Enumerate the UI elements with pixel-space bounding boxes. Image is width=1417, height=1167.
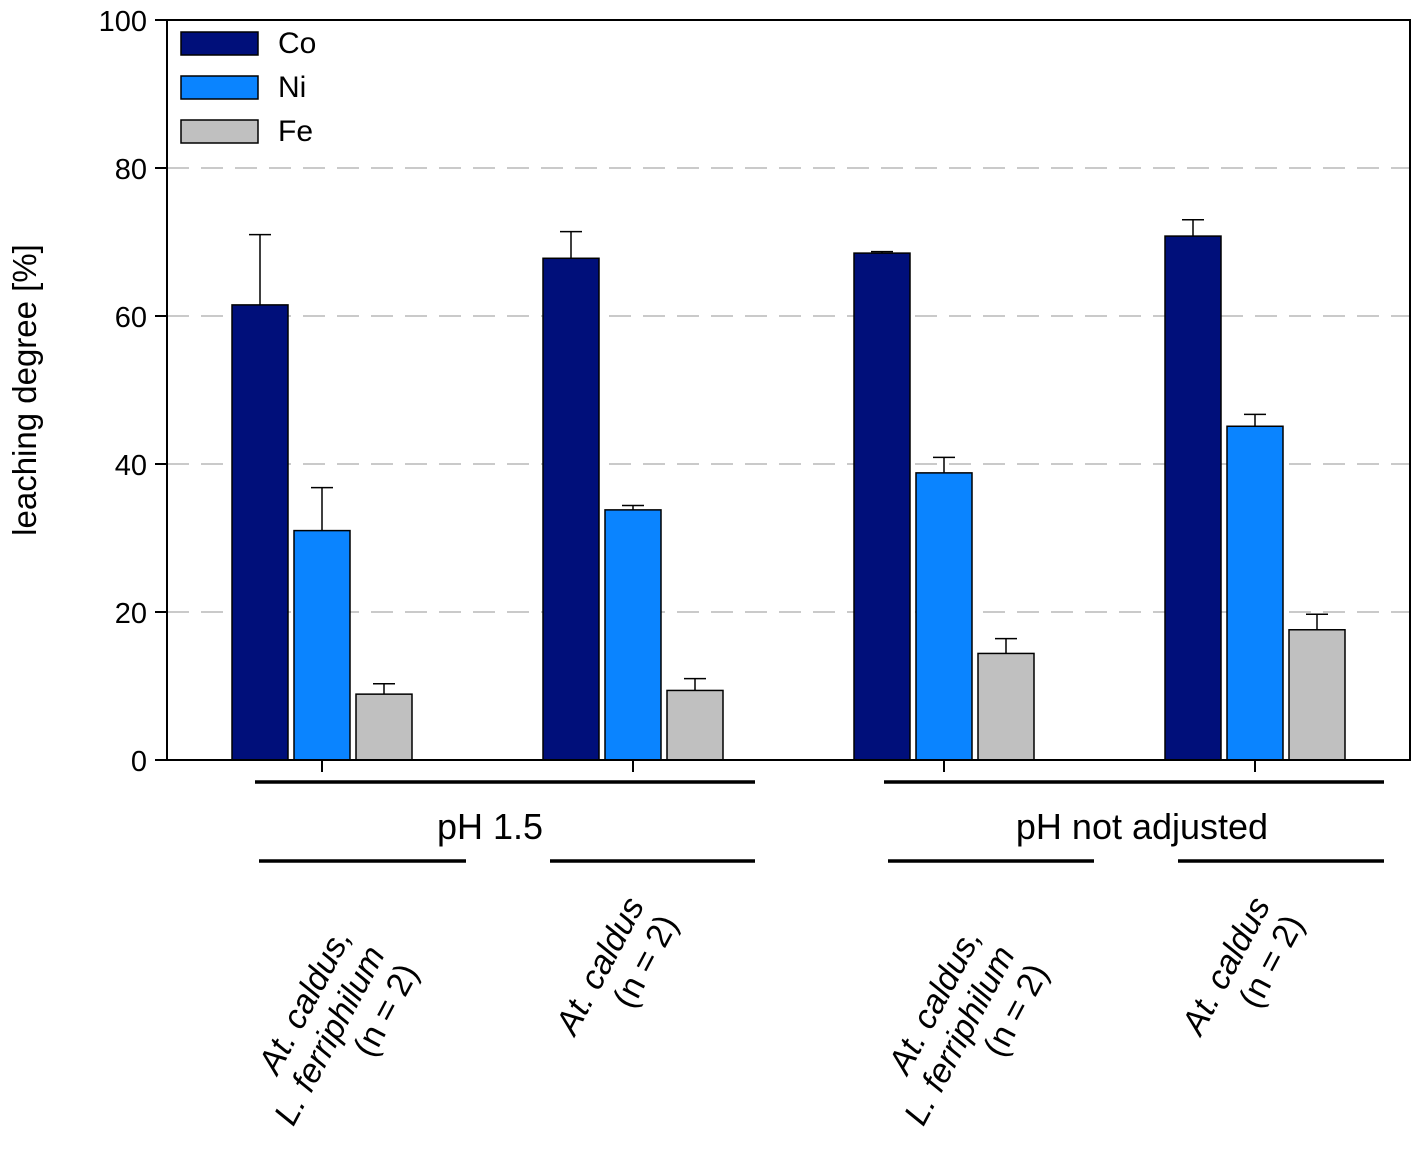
bar-co bbox=[853, 252, 911, 761]
y-tick-label: 80 bbox=[115, 154, 147, 186]
bar-co bbox=[542, 257, 600, 761]
y-tick-label: 100 bbox=[99, 6, 147, 38]
legend-swatch-fe bbox=[180, 119, 259, 144]
bar-co bbox=[231, 304, 289, 761]
bar-fe bbox=[355, 693, 413, 761]
y-axis-label: leaching degree [%] bbox=[6, 244, 43, 536]
bar-ni bbox=[604, 509, 662, 761]
category-label: At. caldus(n = 2) bbox=[547, 891, 685, 1042]
bar-ni bbox=[293, 529, 351, 761]
y-tick-label: 20 bbox=[115, 598, 147, 630]
category-labels: At. caldus,L. ferriphilum(n = 2) At. cald… bbox=[250, 891, 1312, 1131]
legend-swatch-ni bbox=[180, 75, 259, 100]
error-bars bbox=[249, 219, 1328, 695]
group-label: pH not adjusted bbox=[1016, 806, 1268, 847]
bar-ni bbox=[1226, 425, 1284, 761]
legend-label-fe: Fe bbox=[278, 115, 313, 148]
y-tick-label: 60 bbox=[115, 302, 147, 334]
y-tick-label: 40 bbox=[115, 450, 147, 482]
legend-label-co: Co bbox=[278, 27, 316, 60]
bar-fe bbox=[977, 652, 1035, 761]
category-label: At. caldus,L. ferriphilum(n = 2) bbox=[880, 922, 1056, 1131]
gridlines bbox=[167, 167, 1410, 613]
bar-fe bbox=[1288, 629, 1346, 761]
category-label: At. caldus(n = 2) bbox=[1173, 891, 1311, 1042]
bars bbox=[231, 235, 1346, 761]
axis-ticks: 0 20 40 60 80 100 bbox=[99, 6, 1256, 778]
group-label: pH 1.5 bbox=[437, 806, 543, 847]
category-label: At. caldus,L. ferriphilum(n = 2) bbox=[250, 922, 426, 1131]
legend: Co Ni Fe bbox=[180, 27, 316, 148]
legend-swatch-co bbox=[180, 31, 259, 56]
plot-frame bbox=[166, 19, 1411, 761]
group-brackets: pH 1.5 pH not adjusted bbox=[255, 780, 1384, 863]
y-tick-label: 0 bbox=[131, 746, 147, 778]
bar-co bbox=[1164, 235, 1222, 761]
bar-ni bbox=[915, 472, 973, 761]
bar-fe bbox=[666, 689, 724, 761]
legend-label-ni: Ni bbox=[278, 71, 306, 104]
